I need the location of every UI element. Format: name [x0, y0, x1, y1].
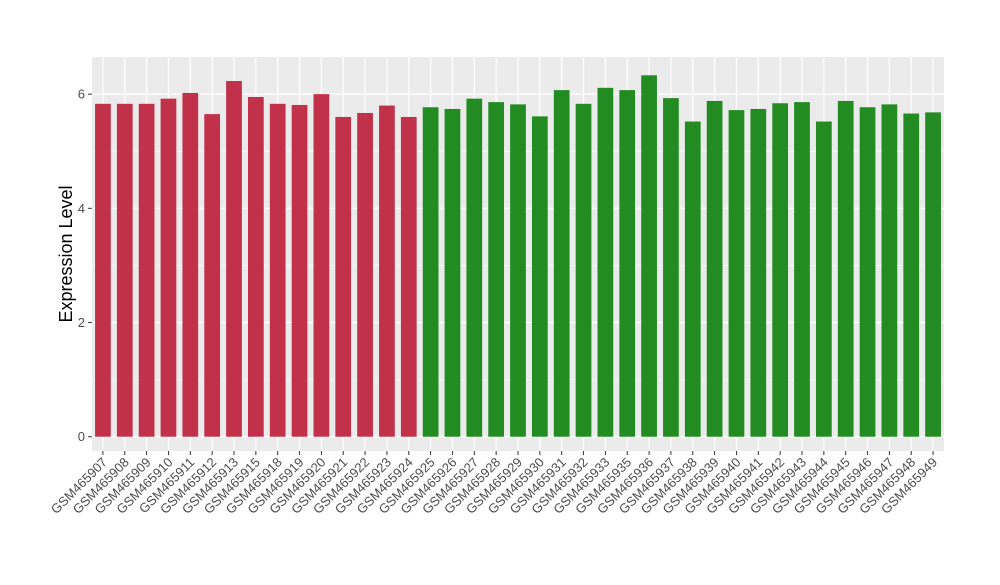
- bar: [379, 105, 395, 437]
- bar: [837, 100, 854, 437]
- bar: [531, 116, 548, 437]
- bar: [510, 104, 526, 437]
- bar: [269, 103, 286, 437]
- bar: [313, 94, 330, 437]
- bar: [357, 112, 373, 437]
- bar: [728, 110, 745, 437]
- bar: [247, 96, 264, 437]
- bar: [794, 102, 810, 437]
- y-tick-label: 2: [78, 315, 85, 330]
- bar: [444, 108, 461, 437]
- bar: [466, 98, 483, 437]
- bar: [204, 114, 221, 437]
- bar: [553, 90, 570, 437]
- y-tick-label: 4: [78, 201, 85, 216]
- bar: [881, 104, 898, 437]
- y-tick-label: 0: [78, 429, 85, 444]
- bar: [116, 103, 133, 437]
- bar: [422, 107, 439, 437]
- bar: [815, 121, 832, 437]
- bar: [138, 103, 155, 437]
- bar: [684, 121, 701, 437]
- bar: [772, 103, 789, 437]
- bar: [619, 90, 636, 437]
- bar: [226, 80, 242, 437]
- bar: [641, 75, 657, 437]
- bar: [291, 104, 308, 437]
- bar: [925, 112, 941, 437]
- bar: [750, 108, 767, 437]
- bar: [335, 116, 352, 437]
- y-axis: 0 2 4 6: [78, 87, 92, 444]
- bar: [706, 100, 723, 437]
- bar: [182, 92, 199, 437]
- bar: [488, 102, 505, 437]
- bar: [575, 103, 592, 437]
- bar: [903, 113, 920, 437]
- x-axis: GSM465907GSM465908GSM465909GSM465910GSM4…: [48, 451, 940, 517]
- bar: [859, 107, 876, 437]
- bar: [663, 98, 679, 437]
- y-tick-label: 6: [78, 87, 85, 102]
- bars: [95, 75, 941, 437]
- bar: [95, 103, 111, 437]
- bar: [160, 98, 177, 437]
- bar: [597, 87, 614, 437]
- bar: [400, 116, 417, 437]
- y-axis-label: Expression Level: [56, 185, 76, 322]
